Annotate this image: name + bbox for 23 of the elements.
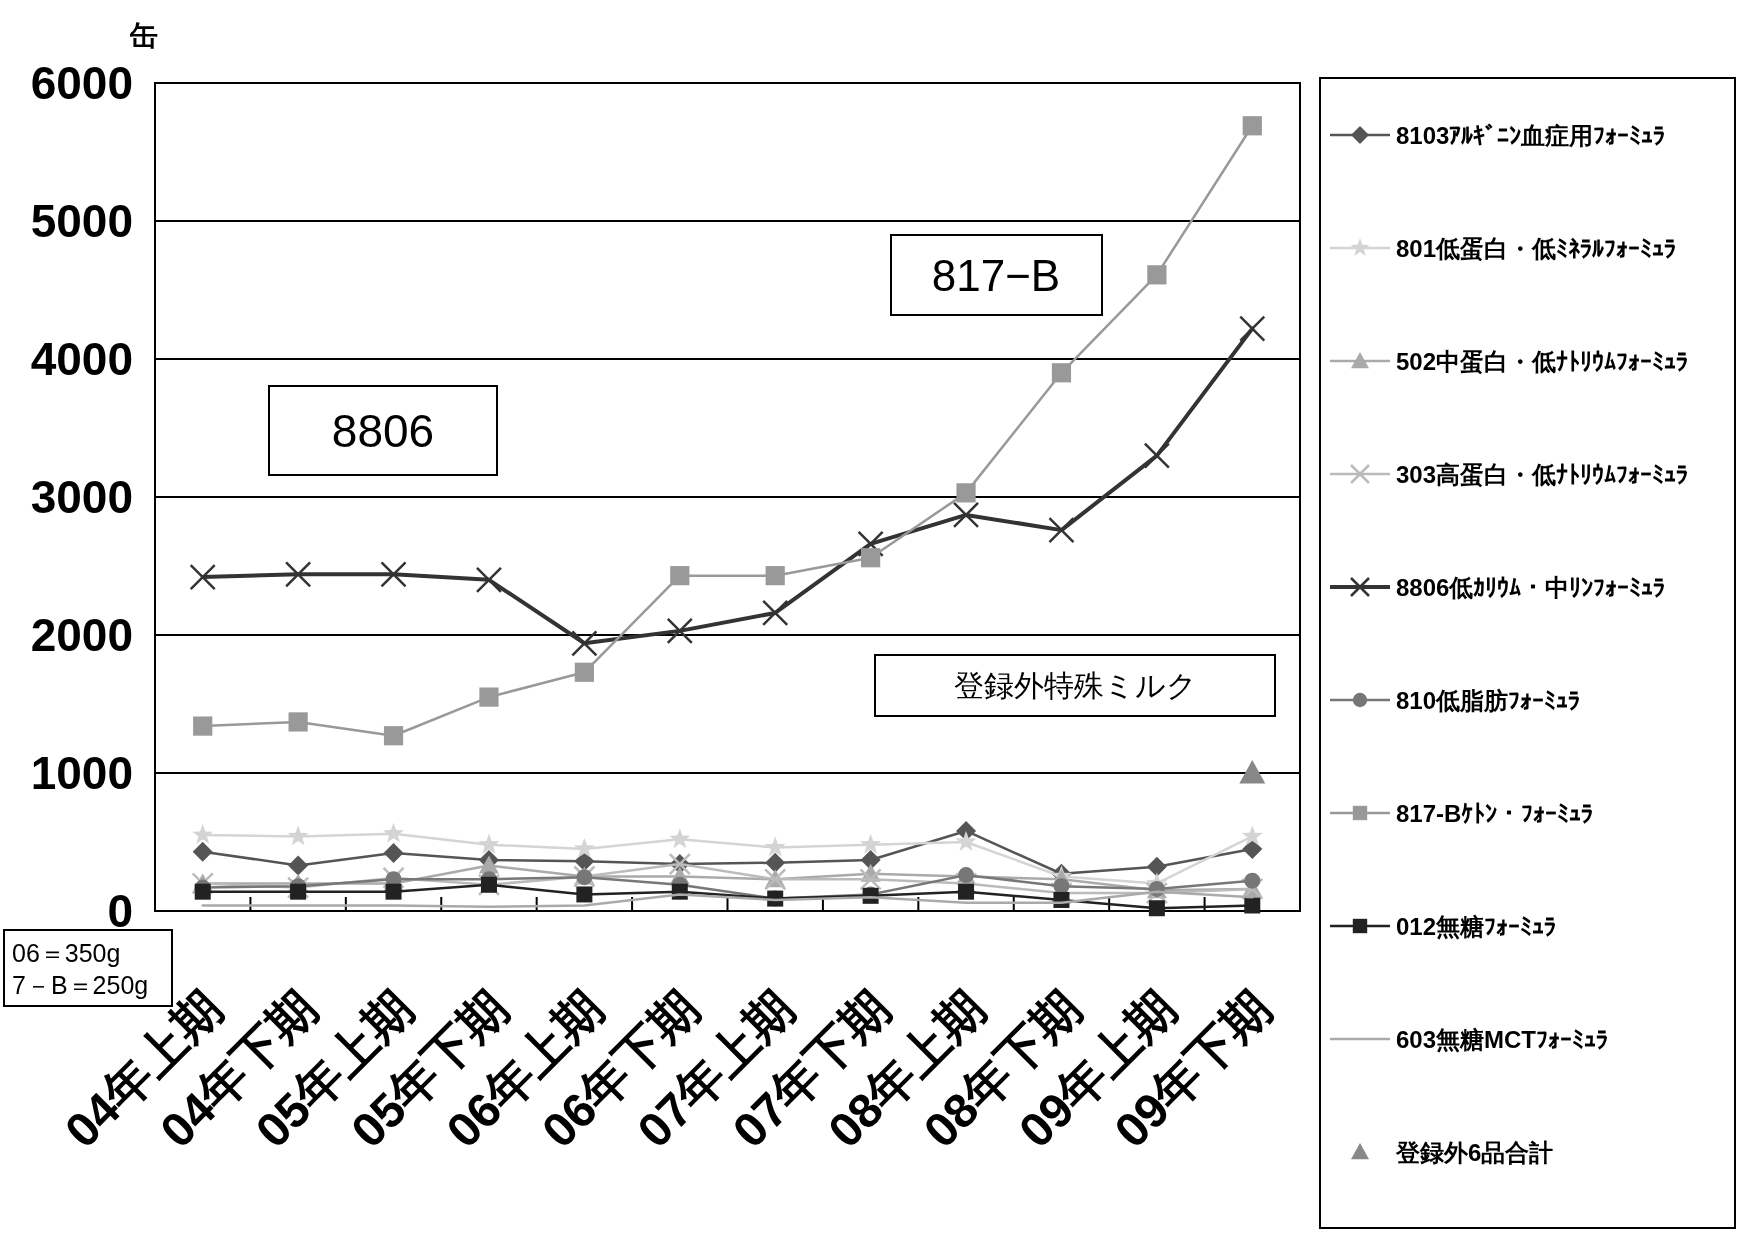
legend-label: 817-Bｹﾄﾝ・ﾌｫｰﾐｭﾗ	[1396, 800, 1594, 827]
legend-label: 303高蛋白・低ﾅﾄﾘｳﾑﾌｫｰﾐｭﾗ	[1396, 461, 1689, 488]
legend-label: 801低蛋白・低ﾐﾈﾗﾙﾌｫｰﾐｭﾗ	[1396, 235, 1677, 262]
y-tick-label: 0	[107, 885, 133, 937]
legend-label: 8806低ｶﾘｳﾑ・中ﾘﾝﾌｫｰﾐｭﾗ	[1396, 574, 1666, 601]
legend-label: 502中蛋白・低ﾅﾄﾘｳﾑﾌｫｰﾐｭﾗ	[1396, 348, 1689, 375]
annotation: 登録外特殊ミルク	[953, 669, 1197, 703]
text: 7－B＝250g	[12, 971, 149, 999]
y-tick-label: 6000	[30, 57, 133, 109]
legend-label: 012無糖ﾌｫｰﾐｭﾗ	[1396, 913, 1557, 940]
y-tick-label: 2000	[30, 609, 133, 661]
legend-label: 登録外6品合計	[1395, 1139, 1554, 1166]
y-tick-label: 1000	[30, 747, 133, 799]
legend-label: 810低脂肪ﾌｫｰﾐｭﾗ	[1396, 687, 1581, 714]
legend-label: 8103ｱﾙｷﾞﾆﾝ血症用ﾌｫｰﾐｭﾗ	[1396, 122, 1666, 149]
legend-label: 603無糖MCTﾌｫｰﾐｭﾗ	[1396, 1026, 1609, 1053]
y-tick-label: 5000	[30, 195, 133, 247]
y-tick-label: 4000	[30, 333, 133, 385]
annotation: 8806	[331, 405, 435, 458]
annotation: 817−B	[931, 250, 1061, 300]
y-tick-label: 3000	[30, 471, 133, 523]
text: 06＝350g	[12, 939, 121, 967]
y-axis-title: 缶	[129, 20, 158, 51]
